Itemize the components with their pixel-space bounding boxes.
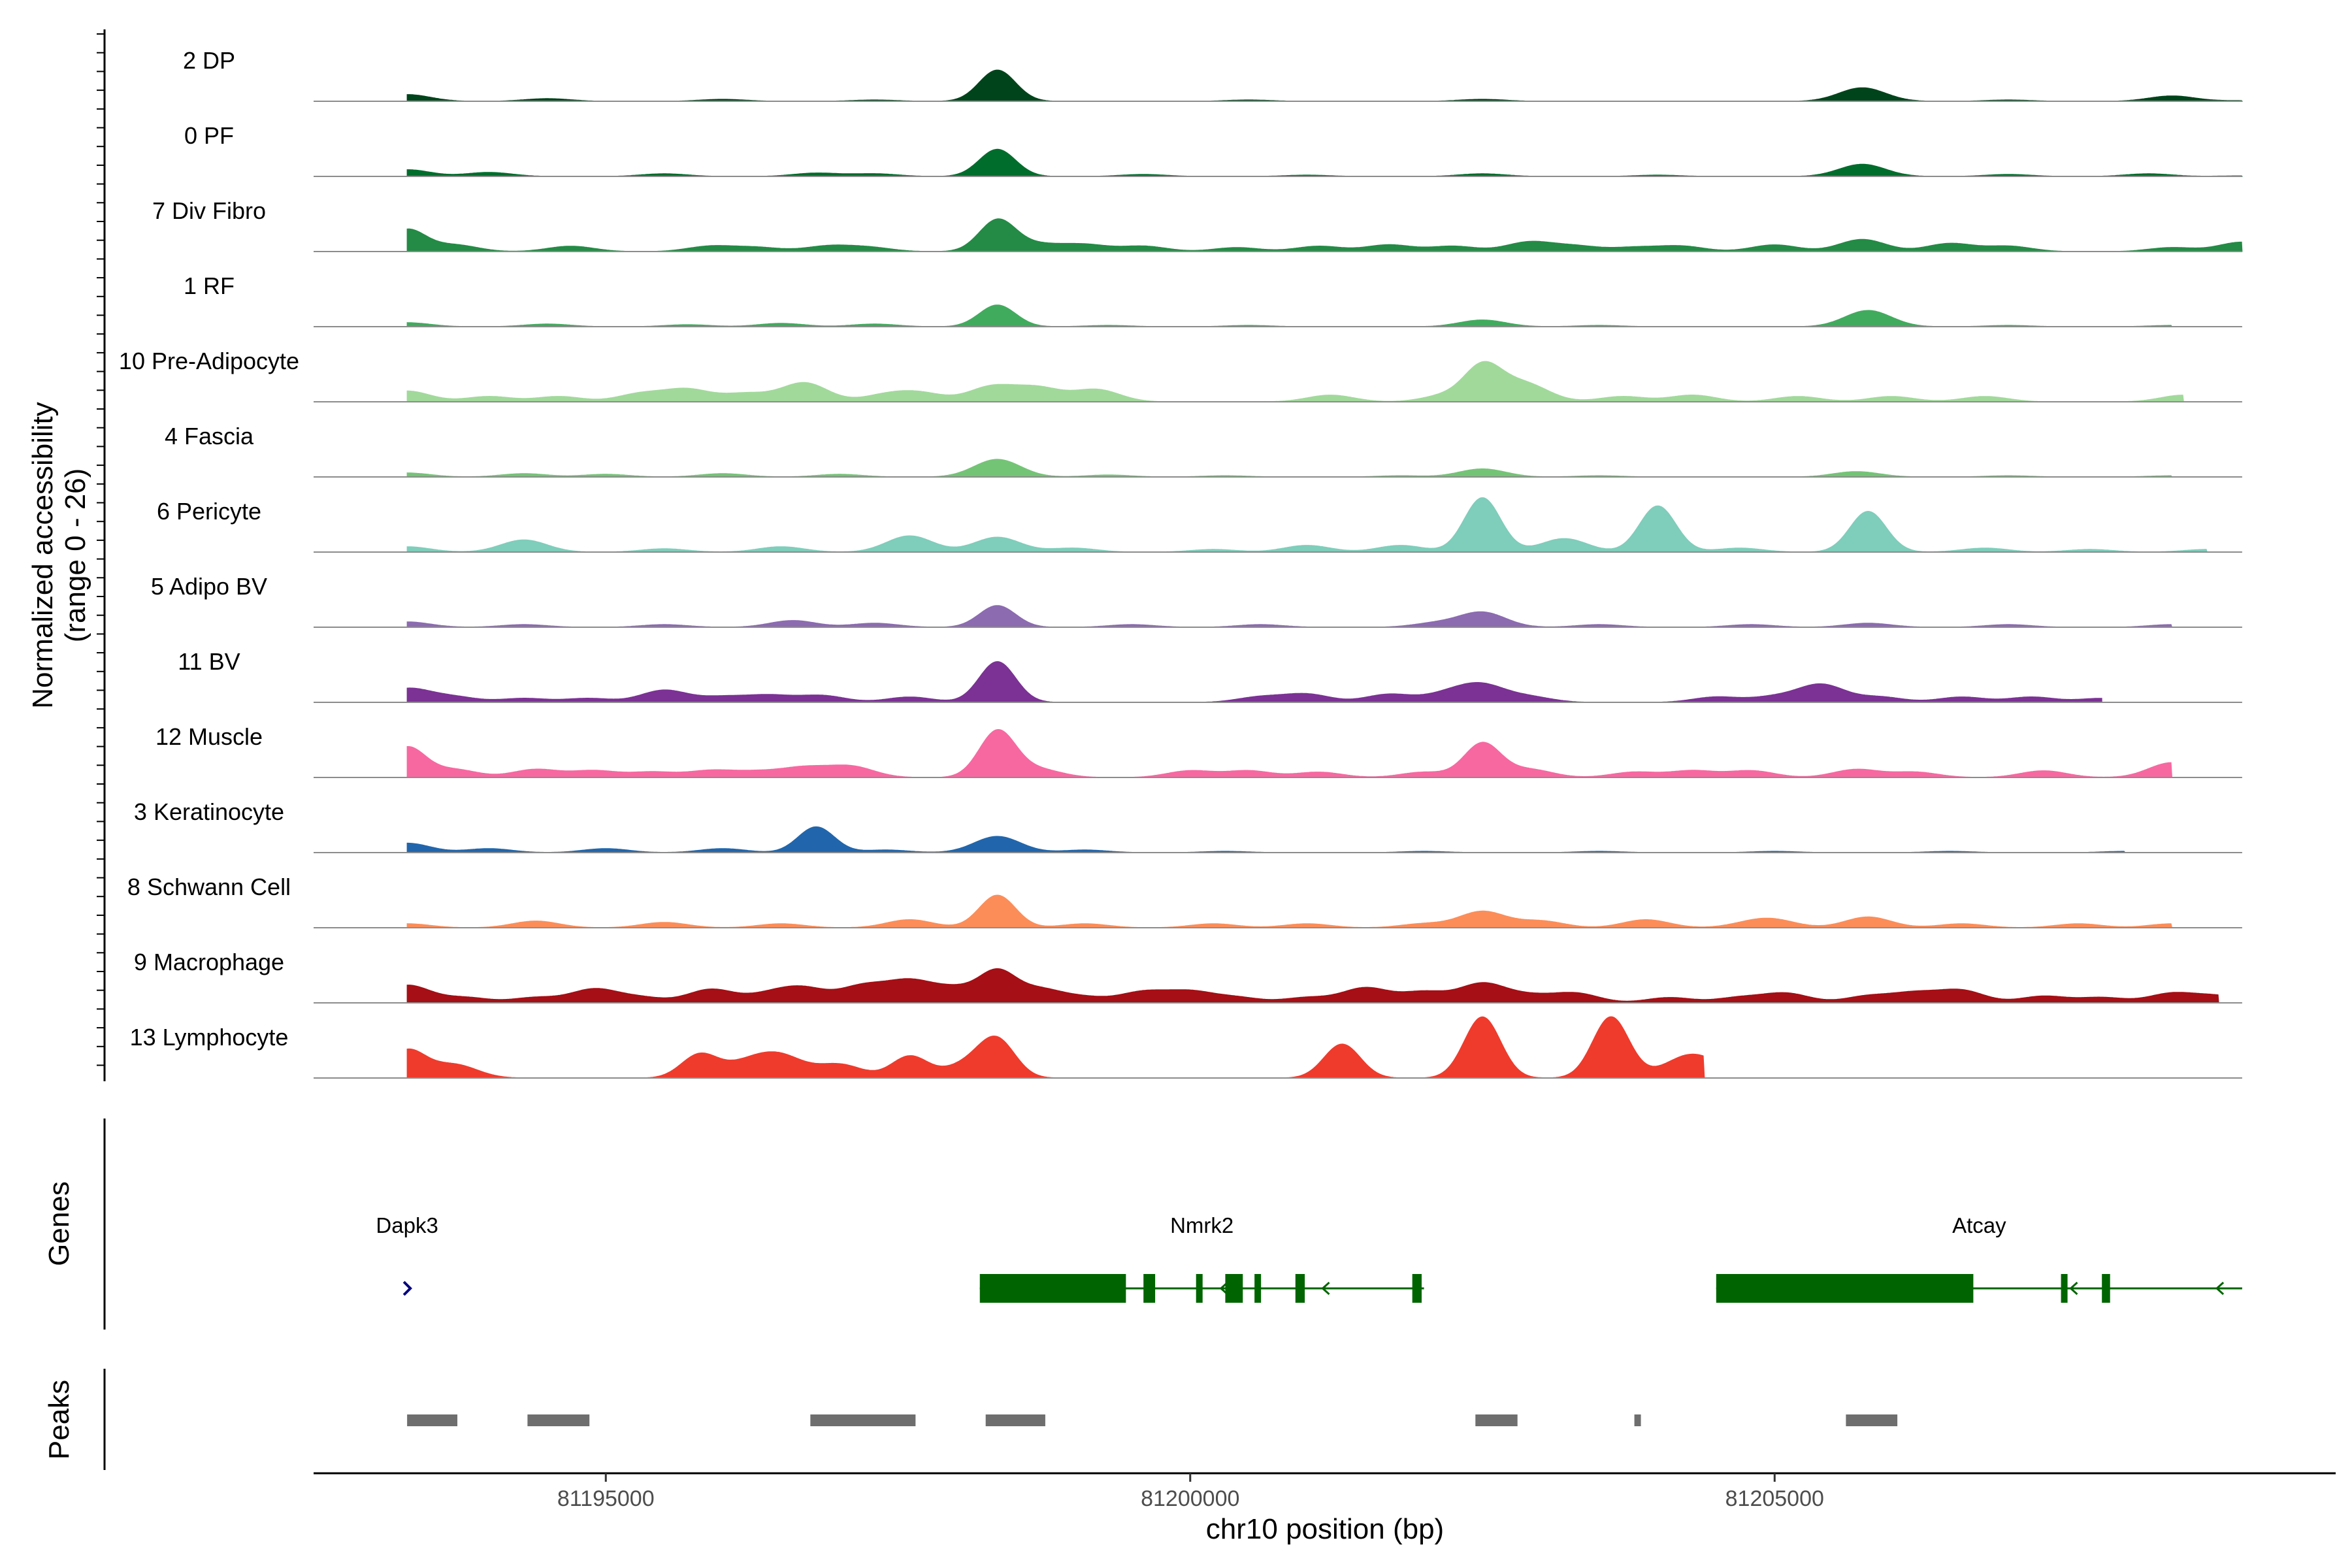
coverage-track: 7 Div Fibro bbox=[152, 197, 2243, 252]
track-label: 7 Div Fibro bbox=[152, 197, 266, 224]
track-label: 2 DP bbox=[183, 47, 235, 74]
track-label: 4 Fascia bbox=[165, 423, 254, 449]
coverage-area bbox=[406, 605, 2173, 628]
gene: Dapk3 bbox=[376, 1213, 438, 1296]
coverage-area bbox=[406, 968, 2219, 1004]
coverage-area bbox=[406, 661, 2102, 703]
coverage-track: 4 Fascia bbox=[165, 423, 2242, 478]
gene-exon bbox=[1225, 1274, 1243, 1303]
coverage-area bbox=[406, 729, 2173, 778]
gene: Nmrk2 bbox=[979, 1213, 1424, 1303]
strand-arrow-icon bbox=[2069, 1281, 2078, 1296]
genes-panel-title: Genes bbox=[43, 1181, 75, 1266]
coverage-area bbox=[406, 69, 2243, 102]
coverage-track: 3 Keratinocyte bbox=[134, 798, 2242, 853]
coverage-track: 0 PF bbox=[184, 122, 2243, 177]
coverage-track: 2 DP bbox=[183, 47, 2243, 102]
gene-exon bbox=[979, 1274, 1126, 1303]
coverage-area bbox=[406, 218, 2243, 252]
gene-exon bbox=[2061, 1274, 2068, 1303]
x-axis-ticks: 81195000 81200000 81205000 bbox=[557, 1473, 1824, 1511]
gene: Atcay bbox=[1716, 1213, 2242, 1303]
coverage-area bbox=[406, 894, 2173, 928]
coverage-area bbox=[406, 826, 2127, 853]
strand-arrow-icon bbox=[1321, 1281, 1330, 1296]
coverage-track: 5 Adipo BV bbox=[151, 573, 2242, 628]
genes-panel-title-wrap: Genes bbox=[43, 1181, 75, 1266]
track-label: 6 Pericyte bbox=[157, 498, 261, 525]
x-tick-label: 81205000 bbox=[1725, 1486, 1824, 1511]
track-label: 13 Lymphocyte bbox=[130, 1024, 289, 1051]
coverage-y-axis-title: Normalized accessibility (range 0 - 26) bbox=[27, 402, 91, 708]
gene-exon bbox=[1143, 1274, 1156, 1303]
coverage-area bbox=[406, 459, 2173, 478]
coverage-area bbox=[406, 497, 2208, 553]
y-axis-label: Normalized accessibility bbox=[27, 402, 59, 708]
peaks-panel-title-wrap: Peaks bbox=[43, 1380, 75, 1460]
coverage-area bbox=[406, 304, 2173, 327]
coverage-track: 1 RF bbox=[184, 272, 2242, 327]
gene-exon bbox=[1295, 1274, 1305, 1303]
coverage-track: 10 Pre-Adipocyte bbox=[119, 348, 2242, 402]
x-tick-label: 81195000 bbox=[557, 1486, 655, 1511]
gene-annotation-track: Dapk3 Nmrk2 Atcay bbox=[376, 1213, 2242, 1303]
gene-exon bbox=[1196, 1274, 1203, 1303]
track-label: 10 Pre-Adipocyte bbox=[119, 348, 299, 374]
gene-exon bbox=[2102, 1274, 2110, 1303]
coverage-track: 9 Macrophage bbox=[134, 949, 2242, 1004]
track-label: 8 Schwann Cell bbox=[127, 874, 291, 900]
peak-region bbox=[1846, 1414, 1898, 1426]
track-label: 1 RF bbox=[184, 272, 235, 299]
track-label: 11 BV bbox=[178, 648, 240, 675]
x-axis-label: chr10 position (bp) bbox=[1206, 1513, 1444, 1545]
track-label: 0 PF bbox=[184, 122, 234, 149]
coverage-area bbox=[406, 1016, 1705, 1079]
peak-region bbox=[810, 1414, 916, 1426]
gene-label: Dapk3 bbox=[376, 1213, 438, 1237]
gene-label: Atcay bbox=[1952, 1213, 2006, 1237]
track-label: 12 Muscle bbox=[155, 723, 263, 750]
strand-arrow-icon bbox=[1219, 1281, 1228, 1296]
peak-region bbox=[527, 1414, 590, 1426]
coverage-track: 12 Muscle bbox=[155, 723, 2242, 778]
peak-region bbox=[407, 1414, 458, 1426]
x-tick-label: 81200000 bbox=[1141, 1486, 1239, 1511]
coverage-track: 13 Lymphocyte bbox=[130, 1016, 2242, 1079]
gene-exon bbox=[1254, 1274, 1262, 1303]
coverage-area bbox=[406, 361, 2184, 402]
gene-exon bbox=[1716, 1274, 1974, 1303]
strand-arrow-icon bbox=[2215, 1281, 2225, 1296]
peak-region bbox=[985, 1414, 1045, 1426]
peak-region bbox=[1475, 1414, 1518, 1426]
track-label: 9 Macrophage bbox=[134, 949, 284, 975]
gene-label: Nmrk2 bbox=[1170, 1213, 1233, 1237]
coverage-y-ticks bbox=[97, 33, 105, 1066]
coverage-tracks: 2 DP 0 PF 7 Div Fibro 1 RF 10 Pre-Adipocyte 4… bbox=[119, 47, 2243, 1079]
coverage-track: 6 Pericyte bbox=[157, 497, 2242, 553]
coverage-track: 8 Schwann Cell bbox=[127, 874, 2242, 928]
gene-exon bbox=[1412, 1274, 1422, 1303]
strand-arrow-icon bbox=[402, 1281, 412, 1296]
coverage-track: 11 BV bbox=[178, 648, 2242, 703]
y-axis-range-label: (range 0 - 26) bbox=[59, 468, 91, 643]
peaks-panel-title: Peaks bbox=[43, 1380, 75, 1460]
coverage-area bbox=[406, 148, 2243, 177]
peak-region bbox=[1634, 1414, 1641, 1426]
track-label: 5 Adipo BV bbox=[151, 573, 267, 600]
track-label: 3 Keratinocyte bbox=[134, 798, 284, 825]
peaks-track bbox=[407, 1414, 1898, 1426]
